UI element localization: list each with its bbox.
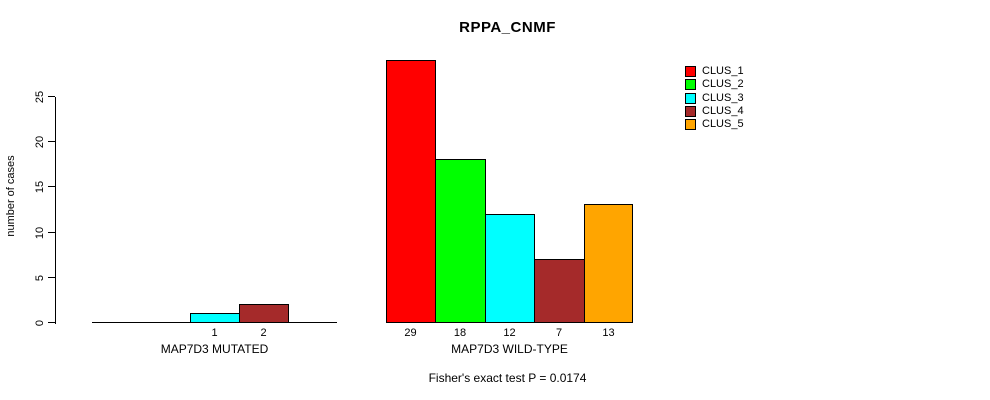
y-tick-label: 20 [34, 135, 46, 149]
bar-count-label: 12 [503, 327, 516, 339]
fisher-test-annotation: Fisher's exact test P = 0.0174 [428, 371, 587, 385]
legend-swatch-clus_4 [685, 106, 696, 117]
y-tick-mark [48, 322, 55, 323]
bar-count-label: 2 [260, 327, 267, 339]
group-label: MAP7D3 MUTATED [160, 342, 269, 356]
legend-swatch-clus_3 [685, 93, 696, 104]
chart-title: RPPA_CNMF [459, 19, 556, 36]
legend-label: CLUS_1 [702, 65, 744, 77]
y-tick-label: 25 [34, 90, 46, 104]
bar-count-label: 29 [404, 327, 417, 339]
y-tick-mark [48, 232, 55, 233]
bar-count-label: 7 [555, 327, 563, 339]
legend-swatch-clus_2 [685, 79, 696, 90]
legend-label: CLUS_3 [702, 92, 744, 104]
legend-label: CLUS_2 [702, 78, 744, 90]
y-tick-label: 10 [34, 226, 46, 240]
bar-clus_3 [485, 214, 535, 323]
legend-label: CLUS_4 [702, 105, 744, 117]
y-tick-mark [48, 186, 55, 187]
y-tick-label: 15 [34, 180, 46, 194]
y-tick-mark [48, 96, 55, 97]
y-tick-mark [48, 141, 55, 142]
y-tick-label: 0 [34, 319, 46, 327]
legend-swatch-clus_1 [685, 66, 696, 77]
legend-label: CLUS_5 [702, 118, 744, 130]
bar-clus_5 [584, 204, 633, 323]
bar-clus_4 [534, 259, 585, 323]
y-tick-label: 5 [34, 274, 46, 282]
bar-clus_2 [435, 159, 486, 323]
bar-count-label: 1 [211, 327, 218, 339]
bar-clus_4 [239, 304, 289, 323]
bar-count-label: 18 [453, 327, 467, 339]
bar-clus_3 [190, 313, 240, 323]
legend-swatch-clus_5 [685, 119, 696, 130]
bar-count-label: 13 [602, 327, 615, 339]
group-label: MAP7D3 WILD-TYPE [451, 342, 568, 356]
bar-clus_1 [386, 60, 436, 323]
y-axis-line [55, 97, 56, 324]
y-tick-mark [48, 277, 55, 278]
